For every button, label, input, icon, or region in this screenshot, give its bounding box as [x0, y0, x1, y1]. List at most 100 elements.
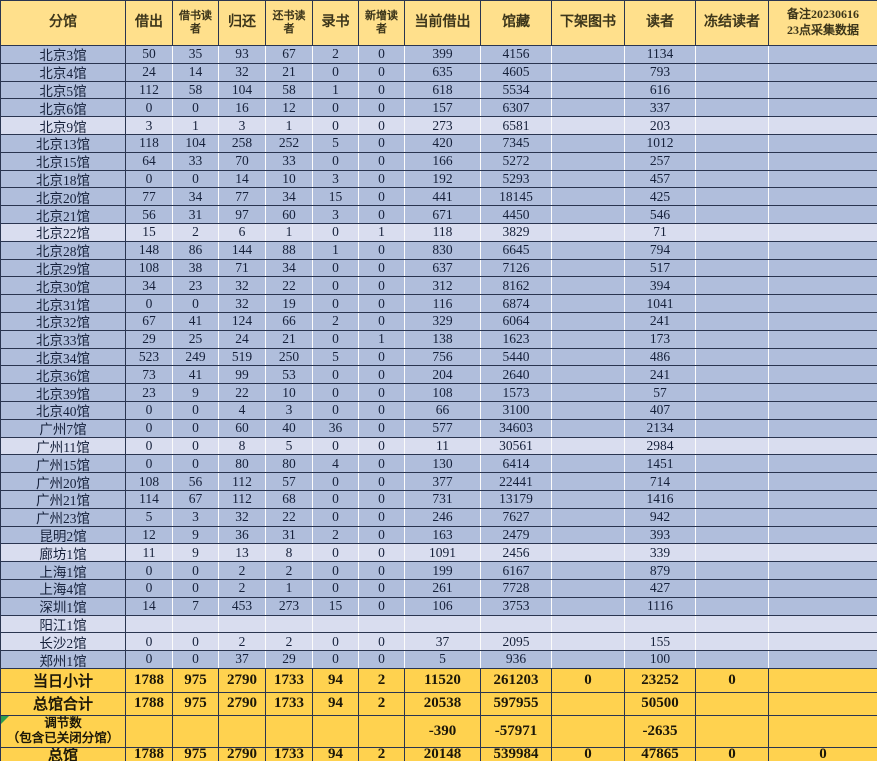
summary-value-cell[interactable]: 0: [552, 668, 625, 692]
value-cell[interactable]: 393: [625, 526, 696, 544]
value-cell[interactable]: [769, 188, 877, 205]
summary-value-cell[interactable]: 1733: [266, 668, 313, 692]
value-cell[interactable]: 0: [359, 437, 405, 455]
value-cell[interactable]: [696, 170, 769, 188]
value-cell[interactable]: 0: [313, 384, 359, 401]
value-cell[interactable]: 29: [266, 651, 313, 668]
value-cell[interactable]: [769, 206, 877, 223]
branch-name-cell[interactable]: 郑州1馆: [1, 651, 126, 668]
value-cell[interactable]: 616: [625, 81, 696, 99]
value-cell[interactable]: 635: [405, 63, 481, 81]
value-cell[interactable]: 427: [625, 579, 696, 597]
value-cell[interactable]: 312: [405, 277, 481, 295]
summary-label-cell[interactable]: 总馆合计: [1, 692, 126, 715]
value-cell[interactable]: 41: [173, 366, 219, 384]
value-cell[interactable]: 0: [359, 419, 405, 437]
branch-name-cell[interactable]: 广州20馆: [1, 473, 126, 490]
value-cell[interactable]: [769, 544, 877, 561]
value-cell[interactable]: 34: [266, 259, 313, 277]
value-cell[interactable]: [126, 615, 173, 633]
value-cell[interactable]: 8: [266, 544, 313, 562]
value-cell[interactable]: [696, 651, 769, 668]
value-cell[interactable]: 0: [313, 473, 359, 490]
value-cell[interactable]: 0: [359, 188, 405, 206]
value-cell[interactable]: [696, 330, 769, 348]
value-cell[interactable]: [696, 134, 769, 152]
value-cell[interactable]: 199: [405, 562, 481, 579]
value-cell[interactable]: [696, 615, 769, 633]
value-cell[interactable]: 0: [173, 437, 219, 455]
branch-name-cell[interactable]: 广州23馆: [1, 508, 126, 526]
value-cell[interactable]: 12: [126, 526, 173, 544]
value-cell[interactable]: 793: [625, 63, 696, 81]
value-cell[interactable]: 618: [405, 81, 481, 99]
value-cell[interactable]: 73: [126, 366, 173, 384]
value-cell[interactable]: 32: [219, 508, 266, 526]
value-cell[interactable]: 15: [313, 597, 359, 615]
value-cell[interactable]: 714: [625, 473, 696, 490]
summary-value-cell[interactable]: 2: [359, 747, 405, 761]
value-cell[interactable]: 24: [126, 63, 173, 81]
value-cell[interactable]: 57: [266, 473, 313, 490]
value-cell[interactable]: 60: [266, 206, 313, 223]
value-cell[interactable]: 241: [625, 312, 696, 330]
value-cell[interactable]: 0: [126, 170, 173, 188]
value-cell[interactable]: 0: [313, 490, 359, 508]
summary-value-cell[interactable]: [696, 692, 769, 715]
value-cell[interactable]: [696, 99, 769, 117]
value-cell[interactable]: 241: [625, 366, 696, 384]
summary-value-cell[interactable]: -2635: [625, 715, 696, 747]
summary-value-cell[interactable]: 975: [173, 668, 219, 692]
summary-value-cell[interactable]: 1788: [126, 747, 173, 761]
value-cell[interactable]: 112: [126, 81, 173, 99]
value-cell[interactable]: 637: [405, 259, 481, 277]
value-cell[interactable]: 37: [405, 633, 481, 651]
branch-name-cell[interactable]: 长沙2馆: [1, 633, 126, 651]
value-cell[interactable]: 77: [126, 188, 173, 206]
value-cell[interactable]: 0: [173, 455, 219, 473]
summary-value-cell[interactable]: [173, 715, 219, 747]
column-header-3[interactable]: 归还: [219, 1, 266, 45]
value-cell[interactable]: 0: [173, 651, 219, 668]
value-cell[interactable]: 13179: [481, 490, 552, 508]
value-cell[interactable]: [552, 312, 625, 330]
value-cell[interactable]: 942: [625, 508, 696, 526]
value-cell[interactable]: 34603: [481, 419, 552, 437]
branch-name-cell[interactable]: 上海4馆: [1, 579, 126, 597]
value-cell[interactable]: 34: [126, 277, 173, 295]
value-cell[interactable]: 8162: [481, 277, 552, 295]
value-cell[interactable]: [219, 615, 266, 633]
value-cell[interactable]: 0: [313, 152, 359, 170]
branch-name-cell[interactable]: 北京30馆: [1, 277, 126, 295]
summary-value-cell[interactable]: 2: [359, 668, 405, 692]
value-cell[interactable]: 0: [359, 206, 405, 223]
value-cell[interactable]: 2: [219, 579, 266, 597]
value-cell[interactable]: 5272: [481, 152, 552, 170]
value-cell[interactable]: 3: [313, 206, 359, 223]
value-cell[interactable]: 16: [219, 99, 266, 117]
value-cell[interactable]: 53: [266, 366, 313, 384]
summary-value-cell[interactable]: 23252: [625, 668, 696, 692]
value-cell[interactable]: 879: [625, 562, 696, 579]
value-cell[interactable]: 0: [313, 99, 359, 117]
value-cell[interactable]: 420: [405, 134, 481, 152]
value-cell[interactable]: [552, 508, 625, 526]
value-cell[interactable]: 0: [173, 401, 219, 419]
value-cell[interactable]: 2984: [625, 437, 696, 455]
value-cell[interactable]: [769, 455, 877, 472]
value-cell[interactable]: [552, 401, 625, 419]
value-cell[interactable]: 486: [625, 348, 696, 366]
value-cell[interactable]: 24: [219, 330, 266, 348]
summary-value-cell[interactable]: 47865: [625, 747, 696, 761]
branch-name-cell[interactable]: 北京18馆: [1, 170, 126, 188]
value-cell[interactable]: 108: [126, 473, 173, 490]
value-cell[interactable]: 0: [359, 526, 405, 544]
value-cell[interactable]: [696, 223, 769, 241]
value-cell[interactable]: 5440: [481, 348, 552, 366]
value-cell[interactable]: 4605: [481, 63, 552, 81]
value-cell[interactable]: 7126: [481, 259, 552, 277]
value-cell[interactable]: 830: [405, 241, 481, 259]
branch-name-cell[interactable]: 阳江1馆: [1, 615, 126, 633]
value-cell[interactable]: 97: [219, 206, 266, 223]
value-cell[interactable]: 108: [405, 384, 481, 401]
